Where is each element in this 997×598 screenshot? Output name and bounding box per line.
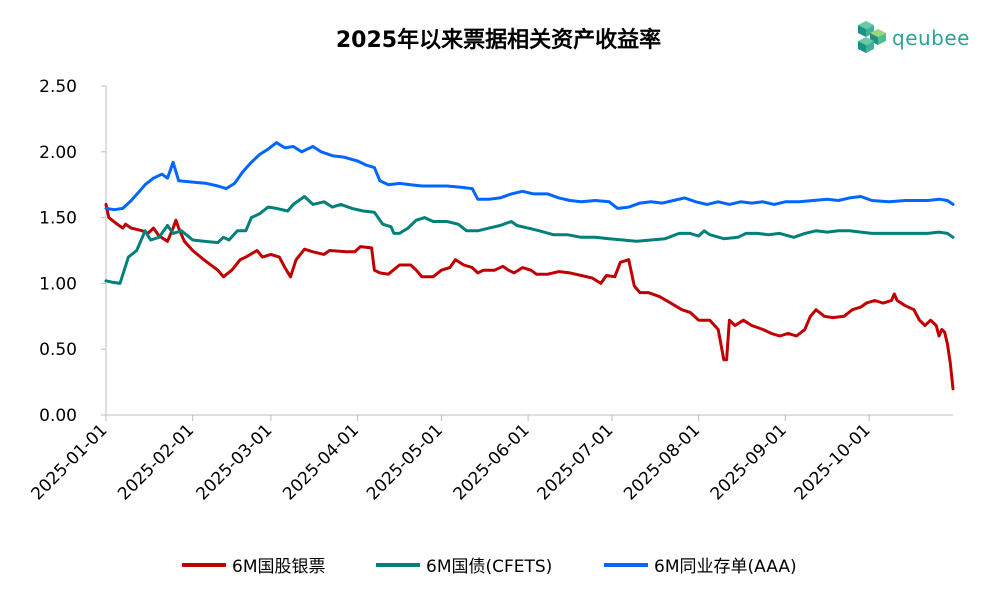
legend-label-guogu: 6M国股银票 — [232, 557, 326, 577]
series-line-guogu — [104, 202, 955, 391]
legend-label-cunda: 6M同业存单(AAA) — [654, 557, 797, 577]
y-tick-label: 2.50 — [39, 77, 77, 97]
legend: 6M国股银票 6M国债(CFETS) 6M同业存单(AAA) — [0, 552, 997, 580]
y-tick-label: 0.00 — [39, 406, 77, 426]
x-tick-label: 2025-09-01 — [707, 420, 791, 504]
legend-swatch-guozhai — [376, 562, 420, 567]
y-tick-label: 1.00 — [39, 274, 77, 294]
legend-label-guozhai: 6M国债(CFETS) — [426, 557, 553, 577]
chart-title: 2025年以来票据相关资产收益率 — [335, 28, 662, 53]
qeubee-logo: qeubee — [856, 19, 976, 59]
legend-item-guozhai: 6M国债(CFETS) — [376, 552, 552, 577]
series-line-guozhai — [104, 195, 955, 285]
x-tick-label: 2025-08-01 — [620, 420, 704, 504]
legend-swatch-guogu — [182, 562, 226, 567]
x-tick-label: 2025-07-01 — [533, 420, 617, 504]
y-tick-label: 0.50 — [39, 340, 77, 360]
logo-text: qeubee — [892, 26, 970, 50]
series-line-cunda — [104, 141, 955, 212]
y-tick-label: 1.50 — [39, 209, 77, 229]
legend-swatch-cunda — [604, 562, 648, 567]
cube-logo-icon — [858, 21, 886, 53]
x-tick-label: 2025-04-01 — [279, 420, 363, 504]
x-tick-label: 2025-02-01 — [114, 420, 198, 504]
x-tick-label: 2025-01-01 — [28, 420, 112, 504]
y-tick-label: 2.00 — [39, 143, 77, 163]
x-tick-label: 2025-06-01 — [450, 420, 534, 504]
x-tick-label: 2025-10-01 — [791, 420, 875, 504]
x-tick-label: 2025-03-01 — [192, 420, 276, 504]
legend-item-guogu: 6M国股银票 — [182, 552, 325, 577]
legend-item-cunda: 6M同业存单(AAA) — [604, 552, 797, 577]
x-tick-label: 2025-05-01 — [363, 420, 447, 504]
